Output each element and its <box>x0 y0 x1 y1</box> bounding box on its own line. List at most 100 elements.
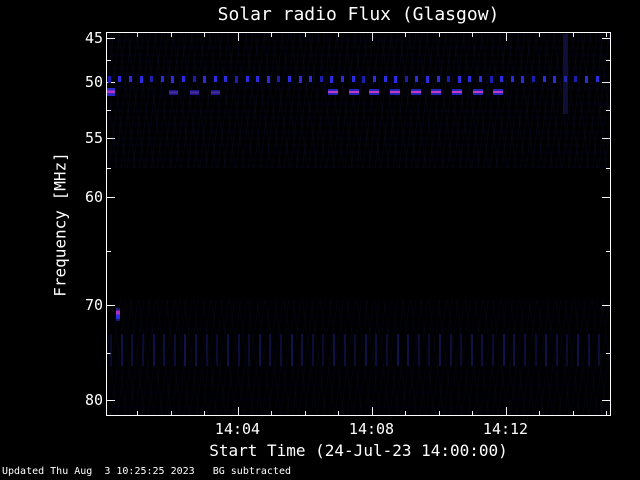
vertical-striping-73-76mhz <box>311 333 314 366</box>
vertical-striping-73-76mhz <box>428 333 431 366</box>
rfi-dotted-line-50mhz <box>425 75 429 83</box>
vertical-striping-73-76mhz <box>290 333 293 366</box>
rfi-dotted-line-50mhz <box>192 76 196 83</box>
y-tick-label: 70 <box>84 296 103 314</box>
rfi-dotted-line-50mhz <box>128 76 132 83</box>
rfi-dotted-line-50mhz <box>224 76 228 83</box>
rfi-dotted-line-50mhz <box>266 75 270 83</box>
rfi-dotted-line-50mhz <box>383 76 387 83</box>
x-axis-minor-tick <box>304 33 306 37</box>
rfi-dotted-line-50mhz <box>150 76 154 83</box>
rfi-dotted-line-50mhz <box>277 76 281 83</box>
x-tick-label: 14:12 <box>482 420 529 438</box>
x-axis-minor-tick <box>472 33 473 37</box>
x-axis-title: Start Time (24-Jul-23 14:00:00) <box>209 441 508 460</box>
vertical-striping-73-76mhz <box>163 333 166 366</box>
rfi-dotted-line-50mhz <box>213 76 217 83</box>
y-axis-major-tick <box>602 197 610 198</box>
dash-line-bright-51mhz <box>327 89 338 96</box>
vertical-striping-73-76mhz <box>555 333 558 366</box>
vertical-striping-73-76mhz <box>354 333 357 366</box>
rfi-dotted-line-50mhz <box>510 76 514 83</box>
vertical-striping-73-76mhz <box>216 333 219 366</box>
y-axis-minor-tick <box>107 167 111 169</box>
vertical-striping-73-76mhz <box>449 333 452 366</box>
dash-line-bright-51mhz <box>451 89 462 96</box>
x-axis-minor-tick <box>438 411 440 415</box>
rfi-dotted-line-50mhz <box>298 75 302 83</box>
rfi-dotted-line-50mhz <box>330 75 334 83</box>
rfi-dotted-line-50mhz <box>404 76 408 83</box>
x-axis-minor-tick <box>170 33 172 37</box>
rfi-dotted-line-50mhz <box>553 75 557 83</box>
y-axis-major-tick <box>602 138 610 139</box>
y-axis-minor-tick <box>606 251 610 252</box>
vertical-striping-73-76mhz <box>279 333 282 366</box>
x-axis-minor-tick <box>405 411 406 415</box>
vertical-striping-73-76mhz <box>375 333 378 366</box>
vertical-striping-73-76mhz <box>226 333 229 366</box>
vertical-striping-73-76mhz <box>587 333 590 366</box>
noise-bottom-band <box>107 299 610 415</box>
dash-line-bright-51mhz <box>410 89 421 96</box>
vertical-striping-73-76mhz <box>110 333 113 366</box>
y-tick-label: 55 <box>84 129 103 147</box>
x-axis-minor-tick <box>338 33 339 37</box>
vertical-striping-73-76mhz <box>492 333 495 366</box>
rfi-dotted-line-50mhz <box>447 76 451 83</box>
vertical-striping-73-76mhz <box>332 333 335 366</box>
rfi-dotted-line-50mhz <box>203 75 207 83</box>
rfi-dotted-line-50mhz <box>309 76 313 83</box>
vertical-striping-73-76mhz <box>566 333 569 366</box>
vertical-striping-73-76mhz <box>173 333 176 366</box>
rfi-dotted-line-50mhz <box>500 76 504 83</box>
x-axis-major-tick <box>505 33 507 41</box>
y-axis-minor-tick <box>606 60 610 61</box>
noise-top-band <box>107 33 610 168</box>
y-axis-major-tick <box>107 400 115 401</box>
rfi-dotted-line-50mhz <box>542 76 546 83</box>
rfi-dotted-line-50mhz <box>415 76 419 83</box>
vertical-striping-73-76mhz <box>396 333 399 366</box>
x-axis-major-tick <box>237 33 239 41</box>
x-axis-minor-tick <box>170 411 172 415</box>
dash-line-bright-51mhz <box>493 89 504 96</box>
vertical-striping-73-76mhz <box>195 333 198 366</box>
x-axis-minor-tick <box>304 411 306 415</box>
x-axis-minor-tick <box>572 33 574 37</box>
dash-line-bright-51mhz <box>369 89 380 96</box>
y-axis-major-tick <box>602 82 610 83</box>
x-axis-major-tick <box>237 407 239 415</box>
x-axis-minor-tick <box>204 411 205 415</box>
y-axis-minor-tick <box>606 167 610 169</box>
vertical-striping-73-76mhz <box>120 333 123 366</box>
y-axis-major-tick <box>107 305 115 306</box>
x-axis-major-tick <box>371 407 373 415</box>
rfi-dotted-line-50mhz <box>107 75 111 83</box>
vertical-smear-1413 <box>562 34 568 115</box>
x-axis-major-tick <box>371 33 373 41</box>
y-tick-label: 45 <box>84 29 103 47</box>
vertical-striping-73-76mhz <box>470 333 473 366</box>
rfi-dotted-line-50mhz <box>532 76 536 83</box>
dash-line-bright-51mhz <box>472 89 483 96</box>
y-axis-title: Frequency [MHz] <box>50 152 70 297</box>
x-axis-minor-tick <box>606 411 607 415</box>
rfi-dotted-line-50mhz <box>489 75 493 83</box>
y-axis-minor-tick <box>107 110 111 111</box>
dash-line-faint-51mhz <box>190 89 199 95</box>
rfi-dotted-line-50mhz <box>319 76 323 83</box>
x-axis-minor-tick <box>405 33 406 37</box>
y-axis-minor-tick <box>107 352 111 354</box>
vertical-striping-73-76mhz <box>576 333 579 366</box>
y-tick-label: 60 <box>84 188 103 206</box>
y-axis-minor-tick <box>107 251 111 252</box>
y-axis-major-tick <box>107 82 115 83</box>
vertical-striping-73-76mhz <box>534 333 537 366</box>
vertical-striping-73-76mhz <box>142 333 145 366</box>
rfi-dotted-line-50mhz <box>574 76 578 83</box>
vertical-striping-73-76mhz <box>258 333 261 366</box>
plot-area <box>106 32 611 416</box>
vertical-striping-73-76mhz <box>460 333 463 366</box>
